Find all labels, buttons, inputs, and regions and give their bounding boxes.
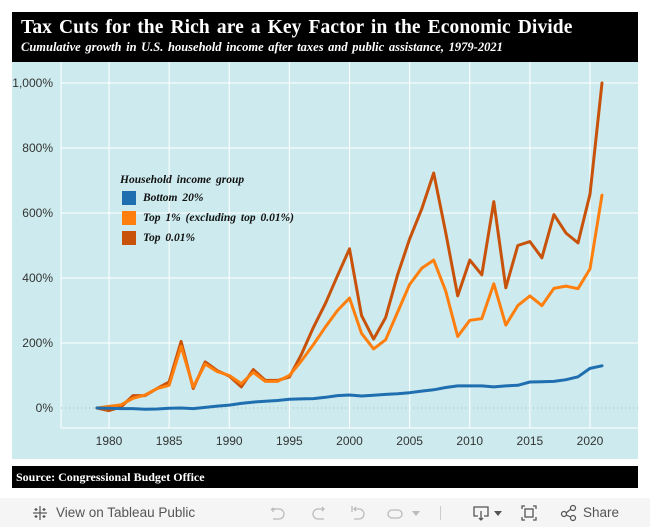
source-note: Source: Congressional Budget Office: [12, 466, 638, 488]
x-tick-label: 2020: [577, 434, 604, 448]
chart-area: 0% 200% 400% 600% 800% 1,000% 1980 1985 1990 199…: [12, 62, 638, 459]
x-tick-label: 2015: [517, 434, 544, 448]
series-line-top-1-excluding-top-0-01: [95, 193, 604, 410]
x-tick-label: 1985: [156, 434, 183, 448]
series-line-bottom-20: [95, 364, 604, 411]
legend-swatch-bottom-20: [122, 191, 136, 205]
toolbar-divider: [440, 498, 441, 527]
y-tick-label: 400%: [22, 271, 53, 285]
legend-title: Household income group: [120, 174, 245, 186]
share-button[interactable]: Share: [560, 498, 619, 527]
view-on-tableau-label: View on Tableau Public: [56, 505, 196, 520]
legend-swatch-top-1: [122, 211, 136, 225]
tableau-toolbar: View on Tableau Public Share: [0, 498, 650, 527]
legend-item-top-001[interactable]: Top 0.01%: [120, 228, 294, 248]
fullscreen-button[interactable]: [520, 498, 538, 527]
chart-title: Tax Cuts for the Rich are a Key Factor i…: [21, 17, 573, 38]
x-tick-label: 1980: [96, 434, 123, 448]
view-on-tableau-button[interactable]: View on Tableau Public: [32, 498, 195, 527]
y-tick-label: 0%: [36, 401, 54, 415]
line-chart: 0% 200% 400% 600% 800% 1,000% 1980 1985 1990 199…: [12, 62, 638, 448]
tableau-logo-icon: [32, 505, 48, 521]
y-tick-label: 800%: [22, 141, 53, 155]
chart-header: Tax Cuts for the Rich are a Key Factor i…: [12, 12, 638, 62]
y-axis: 0% 200% 400% 600% 800% 1,000%: [12, 76, 53, 415]
y-tick-label: 600%: [22, 206, 53, 220]
series-line-top-0-01: [95, 81, 604, 413]
fullscreen-icon: [521, 504, 537, 521]
chevron-down-icon: [412, 510, 420, 516]
revert-button[interactable]: [349, 498, 367, 527]
legend-item-bottom-20[interactable]: Bottom 20%: [120, 188, 294, 208]
legend: Household income group Bottom 20% Top 1%…: [120, 173, 294, 248]
refresh-dropdown[interactable]: [412, 498, 420, 527]
x-tick-label: 2005: [396, 434, 423, 448]
revert-icon: [351, 505, 365, 520]
legend-label: Bottom 20%: [143, 192, 204, 204]
x-tick-label: 2010: [456, 434, 483, 448]
share-label: Share: [583, 505, 620, 520]
series-lines: [95, 81, 604, 413]
legend-item-top-1[interactable]: Top 1% (excluding top 0.01%): [120, 208, 294, 228]
grid-lines: [60, 62, 638, 429]
legend-label: Top 1% (excluding top 0.01%): [143, 212, 294, 224]
redo-icon: [312, 506, 325, 520]
x-axis: 1980 1985 1990 1995 2000 2005 2010 2015 2020: [96, 434, 604, 448]
undo-icon: [270, 507, 285, 520]
x-tick-label: 1990: [216, 434, 243, 448]
refresh-button[interactable]: [386, 498, 404, 527]
chevron-down-icon: [494, 510, 502, 516]
chart-subtitle: Cumulative growth in U.S. household inco…: [21, 40, 503, 54]
x-tick-label: 1995: [276, 434, 303, 448]
legend-swatch-top-001: [122, 231, 136, 245]
redo-button[interactable]: [310, 498, 328, 527]
y-tick-label: 1,000%: [12, 76, 53, 90]
undo-button[interactable]: [269, 498, 287, 527]
x-tick-label: 2000: [336, 434, 363, 448]
refresh-icon: [387, 508, 403, 519]
legend-label: Top 0.01%: [143, 232, 196, 244]
y-tick-label: 200%: [22, 336, 53, 350]
share-icon: [560, 504, 577, 521]
download-icon: [473, 505, 489, 521]
download-button[interactable]: [472, 498, 502, 527]
